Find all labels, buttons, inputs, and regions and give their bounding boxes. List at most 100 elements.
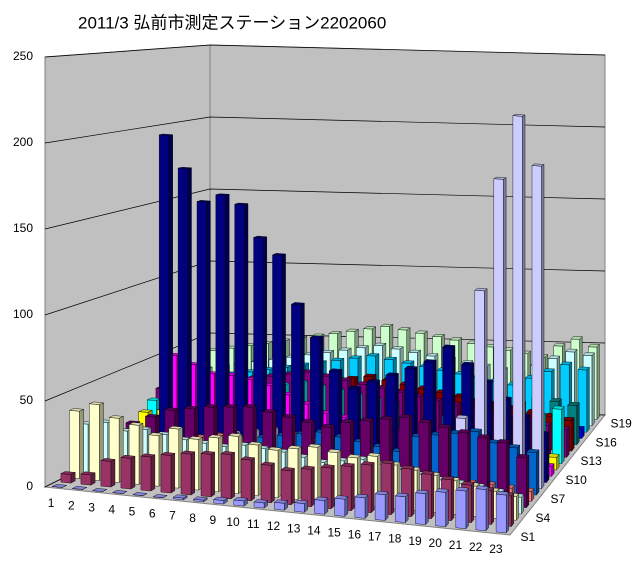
bar-top <box>313 496 329 501</box>
x-tick-label: 21 <box>449 538 463 552</box>
y-tick-label: 150 <box>13 221 33 235</box>
bar <box>495 490 510 534</box>
bar-side <box>596 343 600 421</box>
bar-front <box>100 460 112 488</box>
bar-top <box>531 163 545 167</box>
x-tick-label: 10 <box>226 515 240 529</box>
bar-top <box>80 471 96 476</box>
bar <box>180 450 196 496</box>
bar-side <box>536 449 540 496</box>
bar-side <box>566 426 570 458</box>
bar-top <box>159 133 173 136</box>
y-tick-label: 100 <box>13 307 33 321</box>
bar-top <box>309 335 324 339</box>
bar-side <box>170 452 176 494</box>
bar-front <box>280 469 292 506</box>
x-tick-label: 22 <box>469 540 483 554</box>
bar-top <box>287 445 302 450</box>
bar-top <box>334 495 349 500</box>
bar <box>100 458 116 488</box>
bar-top <box>587 343 600 348</box>
bar <box>68 408 85 480</box>
bar-top <box>455 486 469 492</box>
bar-top <box>366 379 381 383</box>
bar <box>215 193 230 460</box>
bar <box>213 496 228 505</box>
bar-side <box>506 491 509 534</box>
bar-side <box>190 451 196 496</box>
bar-top <box>435 488 449 493</box>
bar-side <box>317 444 322 502</box>
x-tick-label: 18 <box>388 532 402 546</box>
bar-front <box>435 491 446 527</box>
bar <box>435 488 449 528</box>
bar-front <box>354 496 366 519</box>
bar-top <box>414 330 428 334</box>
series-label: S10 <box>566 473 588 487</box>
bar-top <box>496 439 510 444</box>
bar-side <box>250 457 255 502</box>
bar <box>112 490 128 494</box>
bar-side <box>445 488 449 528</box>
x-tick-label: 7 <box>169 509 176 523</box>
bar-top <box>379 415 394 420</box>
bar-side <box>330 464 335 510</box>
bar <box>531 163 545 490</box>
bar-top <box>567 401 580 406</box>
bar <box>192 496 208 503</box>
bar-top <box>565 348 578 353</box>
bar-top <box>549 398 562 402</box>
bar-side <box>511 492 514 528</box>
bar <box>334 495 349 517</box>
bar <box>394 492 409 524</box>
bar-top <box>220 451 236 455</box>
bar-top <box>347 385 362 390</box>
bar-top <box>338 347 352 351</box>
bar-top <box>340 462 355 467</box>
bar-front <box>455 489 467 530</box>
x-tick-label: 15 <box>327 525 341 539</box>
bar-side <box>270 462 275 504</box>
x-tick-label: 5 <box>129 505 136 519</box>
bar-top <box>577 366 590 371</box>
x-tick-label: 3 <box>88 500 95 514</box>
bar-top <box>348 355 363 359</box>
bar-side <box>344 496 349 517</box>
bar-top <box>401 360 415 364</box>
bar-top <box>172 494 188 499</box>
bar-side <box>576 402 580 446</box>
bar-side <box>586 366 590 433</box>
bar-top <box>280 467 296 472</box>
bar-top <box>192 496 208 501</box>
bar-top <box>493 176 507 180</box>
series-label: S13 <box>581 454 603 468</box>
bar-top <box>320 464 335 469</box>
bar-front <box>531 165 542 490</box>
bar-top <box>207 434 223 439</box>
bar-top <box>380 323 394 327</box>
bar-top <box>51 484 68 488</box>
bar-side <box>571 417 575 452</box>
bar-top <box>362 373 377 378</box>
x-tick-label: 6 <box>149 507 156 521</box>
bar-top <box>425 353 439 357</box>
bar <box>253 499 269 509</box>
bar-top <box>240 456 256 461</box>
bar-top <box>397 327 411 331</box>
bar-front <box>160 454 172 494</box>
x-tick-label: 13 <box>287 521 301 535</box>
bar-top <box>138 409 153 413</box>
bar-side <box>350 463 355 512</box>
bar <box>132 492 148 496</box>
bar-top <box>404 365 418 370</box>
bar-top <box>394 492 409 498</box>
bar <box>196 200 211 459</box>
bar-side <box>411 465 415 518</box>
bar-top <box>559 361 573 366</box>
bar-side <box>471 481 475 524</box>
bar-top <box>359 417 374 422</box>
bar-top <box>281 414 296 418</box>
series-label: S16 <box>596 435 618 449</box>
bar-front <box>415 492 426 525</box>
bar-top <box>362 326 377 330</box>
